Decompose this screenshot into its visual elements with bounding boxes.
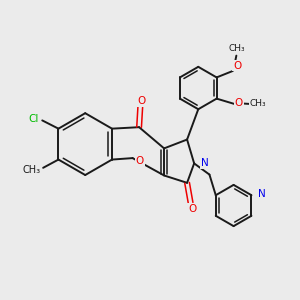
Text: O: O <box>188 204 196 214</box>
Text: CH₃: CH₃ <box>250 99 266 108</box>
Text: N: N <box>258 189 266 199</box>
Text: CH₃: CH₃ <box>23 165 41 175</box>
Text: O: O <box>137 96 146 106</box>
Text: CH₃: CH₃ <box>228 44 245 53</box>
Text: O: O <box>136 156 144 166</box>
Text: Cl: Cl <box>29 114 39 124</box>
Text: N: N <box>201 158 208 168</box>
Text: O: O <box>235 98 243 108</box>
Text: O: O <box>233 61 242 70</box>
